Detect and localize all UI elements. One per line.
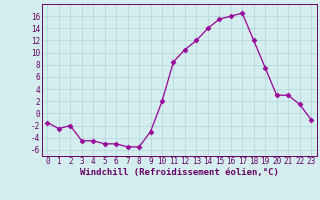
X-axis label: Windchill (Refroidissement éolien,°C): Windchill (Refroidissement éolien,°C) <box>80 168 279 177</box>
